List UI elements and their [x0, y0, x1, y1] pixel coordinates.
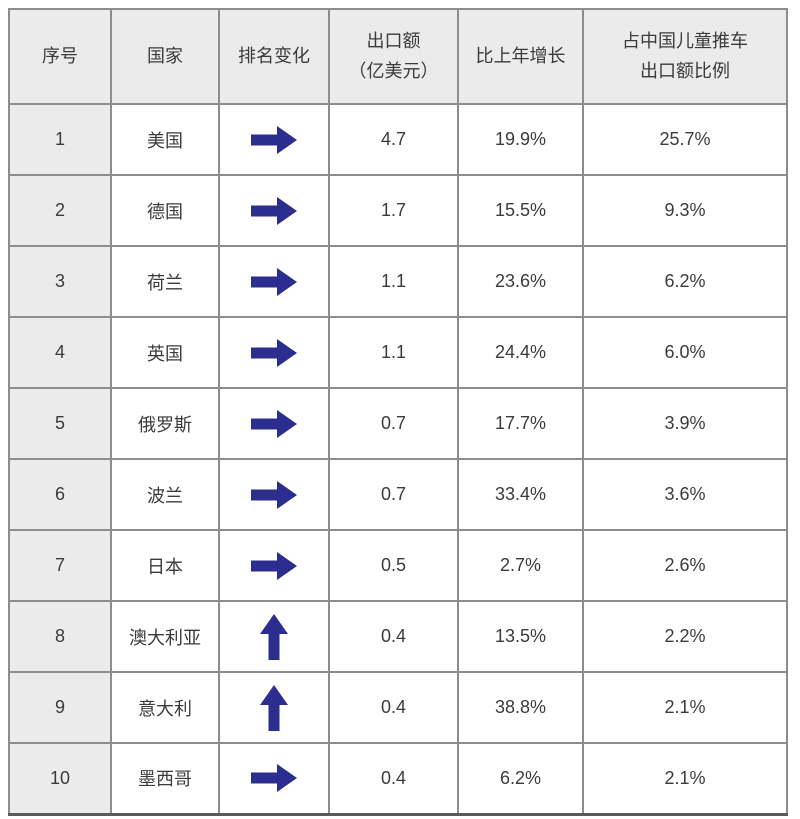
country-cell: 荷兰	[110, 245, 220, 318]
table-row: 2 德国 1.7 15.5% 9.3%	[8, 174, 788, 247]
export-value-cell: 1.1	[328, 316, 459, 389]
export-ranking-table: 序号 国家 排名变化 出口额 （亿美元） 比上年增长 占中国儿童推车 出口额比例…	[8, 8, 788, 816]
country-cell: 澳大利亚	[110, 600, 220, 673]
row-index-cell: 9	[8, 671, 112, 744]
country-cell: 墨西哥	[110, 742, 220, 815]
rank-change-cell	[218, 387, 330, 460]
rank-change-cell	[218, 316, 330, 389]
rank-change-cell	[218, 245, 330, 318]
country-cell: 俄罗斯	[110, 387, 220, 460]
table-row: 8 澳大利亚 0.4 13.5% 2.2%	[8, 600, 788, 673]
row-index-cell: 7	[8, 529, 112, 602]
share-cell: 2.1%	[582, 742, 788, 815]
share-cell: 6.2%	[582, 245, 788, 318]
export-value-cell: 4.7	[328, 103, 459, 176]
up-arrow-icon	[220, 684, 328, 731]
table-header: 序号 国家 排名变化 出口额 （亿美元） 比上年增长 占中国儿童推车 出口额比例	[8, 8, 788, 105]
share-cell: 25.7%	[582, 103, 788, 176]
rank-change-cell	[218, 671, 330, 744]
country-cell: 美国	[110, 103, 220, 176]
yoy-growth-cell: 6.2%	[457, 742, 584, 815]
rank-change-cell	[218, 529, 330, 602]
yoy-growth-cell: 17.7%	[457, 387, 584, 460]
yoy-growth-cell: 33.4%	[457, 458, 584, 531]
yoy-growth-cell: 23.6%	[457, 245, 584, 318]
share-cell: 2.6%	[582, 529, 788, 602]
table-row: 3 荷兰 1.1 23.6% 6.2%	[8, 245, 788, 318]
country-cell: 德国	[110, 174, 220, 247]
row-index-cell: 6	[8, 458, 112, 531]
right-arrow-icon	[220, 125, 328, 154]
table-row: 7 日本 0.5 2.7% 2.6%	[8, 529, 788, 602]
table-body: 1 美国 4.7 19.9% 25.7% 2 德国	[8, 103, 788, 815]
share-cell: 2.2%	[582, 600, 788, 673]
row-index-cell: 5	[8, 387, 112, 460]
header-row: 序号 国家 排名变化 出口额 （亿美元） 比上年增长 占中国儿童推车 出口额比例	[8, 8, 788, 105]
header-index: 序号	[8, 8, 112, 105]
table-row: 9 意大利 0.4 38.8% 2.1%	[8, 671, 788, 744]
table-row: 5 俄罗斯 0.7 17.7% 3.9%	[8, 387, 788, 460]
table-row: 4 英国 1.1 24.4% 6.0%	[8, 316, 788, 389]
yoy-growth-cell: 24.4%	[457, 316, 584, 389]
rank-change-cell	[218, 103, 330, 176]
row-index-cell: 3	[8, 245, 112, 318]
export-value-cell: 0.7	[328, 458, 459, 531]
rank-change-cell	[218, 742, 330, 815]
country-cell: 波兰	[110, 458, 220, 531]
export-value-cell: 1.1	[328, 245, 459, 318]
yoy-growth-cell: 15.5%	[457, 174, 584, 247]
header-yoy-growth: 比上年增长	[457, 8, 584, 105]
share-cell: 6.0%	[582, 316, 788, 389]
export-value-cell: 0.7	[328, 387, 459, 460]
header-rank-change: 排名变化	[218, 8, 330, 105]
yoy-growth-cell: 38.8%	[457, 671, 584, 744]
right-arrow-icon	[220, 409, 328, 438]
share-cell: 9.3%	[582, 174, 788, 247]
share-cell: 3.9%	[582, 387, 788, 460]
header-country: 国家	[110, 8, 220, 105]
rank-change-cell	[218, 458, 330, 531]
row-index-cell: 1	[8, 103, 112, 176]
export-value-cell: 0.4	[328, 742, 459, 815]
right-arrow-icon	[220, 196, 328, 225]
share-cell: 3.6%	[582, 458, 788, 531]
row-index-cell: 10	[8, 742, 112, 815]
rank-change-cell	[218, 600, 330, 673]
rank-change-cell	[218, 174, 330, 247]
country-cell: 意大利	[110, 671, 220, 744]
right-arrow-icon	[220, 551, 328, 580]
share-cell: 2.1%	[582, 671, 788, 744]
export-value-cell: 1.7	[328, 174, 459, 247]
table-row: 1 美国 4.7 19.9% 25.7%	[8, 103, 788, 176]
yoy-growth-cell: 19.9%	[457, 103, 584, 176]
row-index-cell: 4	[8, 316, 112, 389]
up-arrow-icon	[220, 613, 328, 660]
yoy-growth-cell: 13.5%	[457, 600, 584, 673]
right-arrow-icon	[220, 764, 328, 793]
table-row: 6 波兰 0.7 33.4% 3.6%	[8, 458, 788, 531]
export-value-cell: 0.5	[328, 529, 459, 602]
right-arrow-icon	[220, 267, 328, 296]
export-value-cell: 0.4	[328, 671, 459, 744]
header-export-value: 出口额 （亿美元）	[328, 8, 459, 105]
export-value-cell: 0.4	[328, 600, 459, 673]
right-arrow-icon	[220, 480, 328, 509]
table-row: 10 墨西哥 0.4 6.2% 2.1%	[8, 742, 788, 815]
country-cell: 日本	[110, 529, 220, 602]
right-arrow-icon	[220, 338, 328, 367]
header-share: 占中国儿童推车 出口额比例	[582, 8, 788, 105]
country-cell: 英国	[110, 316, 220, 389]
row-index-cell: 2	[8, 174, 112, 247]
yoy-growth-cell: 2.7%	[457, 529, 584, 602]
row-index-cell: 8	[8, 600, 112, 673]
